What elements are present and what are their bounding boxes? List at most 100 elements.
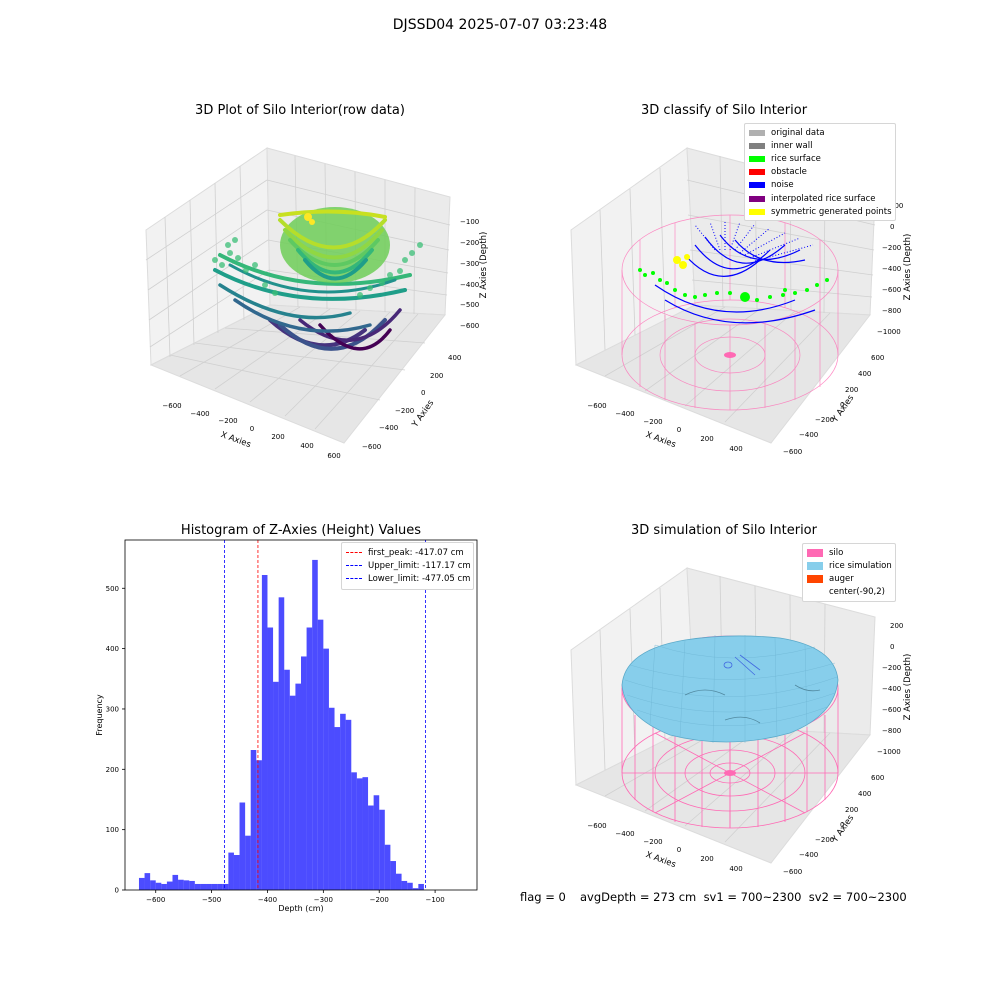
raw-ytick: 200 — [430, 372, 443, 380]
classify-ytick: −600 — [783, 448, 802, 456]
simulation-xtick: 400 — [729, 865, 742, 873]
raw-xlabel: X Axies — [219, 430, 252, 450]
histogram-bar — [166, 881, 173, 890]
simulation-ytick: −600 — [783, 868, 802, 876]
classify-xtick: 400 — [729, 445, 742, 453]
simulation-xtick: 0 — [677, 846, 681, 854]
legend-label: symmetric generated points — [771, 206, 892, 217]
histogram-xtick-label: −100 — [425, 896, 444, 904]
histogram-bar — [390, 861, 396, 890]
simulation-ztick: 200 — [890, 622, 903, 630]
simulation-ztick: −1000 — [877, 748, 901, 756]
histogram-bar — [284, 669, 290, 890]
histogram-bar — [161, 883, 167, 890]
legend-item: inner wall — [745, 139, 895, 152]
histogram-bar — [178, 879, 184, 890]
simulation-3d-plot: −600 −400 −200 0 200 400 X Axies 600 400… — [570, 567, 913, 876]
legend-item: center(-90,2) — [803, 586, 895, 599]
raw-zlabel: Z Axies (Depth) — [479, 232, 489, 299]
classify-xtick: −600 — [587, 402, 606, 410]
legend-label: inner wall — [771, 140, 813, 151]
legend-swatch — [749, 129, 765, 136]
histogram-xtick-label: −600 — [146, 896, 165, 904]
simulation-xtick: −600 — [587, 822, 606, 830]
legend-item: Lower_limit: -477.05 cm — [342, 572, 473, 585]
legend-item: silo — [803, 546, 895, 559]
histogram-ytick-label: 500 — [106, 585, 119, 593]
simulation-ztick: 0 — [890, 643, 894, 651]
histogram-xtick-label: −500 — [202, 896, 221, 904]
legend-line — [346, 565, 362, 567]
histogram-ytick-label: 100 — [106, 826, 119, 834]
histogram-bar — [200, 883, 207, 890]
histogram-ylabel: Frequency — [95, 694, 104, 736]
classify-ztick: −800 — [882, 307, 901, 315]
classify-zlabel: Z Axies (Depth) — [903, 234, 913, 301]
classify-ytick: −400 — [799, 431, 818, 439]
classify-ytick: 200 — [845, 386, 858, 394]
classify-ztick: −200 — [882, 244, 901, 252]
raw-plot-title: 3D Plot of Silo Interior(row data) — [195, 103, 405, 118]
histogram-bar — [312, 559, 318, 890]
histogram-bar — [217, 883, 223, 890]
raw-ytick: −400 — [379, 424, 398, 432]
simulation-zlabel: Z Axies (Depth) — [903, 654, 913, 721]
figure-title: DJSSD04 2025-07-07 03:23:48 — [392, 17, 608, 33]
histogram-bar — [194, 883, 201, 890]
legend-line — [346, 552, 362, 554]
simulation-ytick: −200 — [815, 836, 834, 844]
legend-item: symmetric generated points — [745, 205, 895, 218]
histogram-chart: −600 −500 −400 −300 −200 −100 0 100 200 300 400 50… — [95, 539, 478, 913]
legend-swatch — [749, 142, 765, 149]
raw-xtick: 200 — [271, 433, 284, 441]
legend-label: auger — [829, 573, 854, 584]
histogram-bar — [256, 760, 262, 890]
histogram-bar — [183, 880, 190, 890]
simulation-plot-title: 3D simulation of Silo Interior — [631, 523, 817, 538]
legend-label: Lower_limit: -477.05 cm — [368, 573, 471, 584]
classify-ztick: −600 — [882, 286, 901, 294]
classify-3d-plot: −600 −400 −200 0 200 400 X Axies 600 400… — [570, 147, 913, 456]
simulation-ytick: 200 — [845, 806, 858, 814]
simulation-ytick: 0 — [840, 821, 844, 829]
simulation-ylabel: Y Axies — [830, 813, 857, 845]
histogram-bar — [144, 873, 151, 890]
raw-xtick: −400 — [190, 410, 209, 418]
legend-item: noise — [745, 179, 895, 192]
classify-ytick: 600 — [871, 354, 884, 362]
histogram-bar — [295, 683, 301, 890]
legend-swatch — [749, 182, 765, 189]
classify-ylabel: Y Axies — [830, 393, 857, 425]
histogram-bar — [278, 597, 285, 890]
histogram-bar — [340, 713, 346, 890]
legend-swatch — [807, 548, 823, 557]
legend-label: first_peak: -417.07 cm — [368, 547, 464, 558]
raw-ztick: −500 — [460, 301, 479, 309]
raw-xtick: 0 — [250, 425, 254, 433]
histogram-bar — [373, 795, 380, 890]
legend-label: original data — [771, 127, 825, 138]
raw-3d-plot: −600 −400 −200 0 200 400 600 X Axies 400… — [145, 147, 489, 460]
histogram-bar — [328, 707, 335, 890]
legend-item: first_peak: -417.07 cm — [342, 546, 473, 559]
histogram-bar — [250, 750, 257, 890]
histogram-bar — [368, 805, 374, 890]
simulation-ztick: −800 — [882, 727, 901, 735]
legend-label: Upper_limit: -117.17 cm — [368, 560, 471, 571]
raw-ztick: −300 — [460, 260, 479, 268]
legend-label: noise — [771, 180, 794, 191]
legend-item: rice surface — [745, 152, 895, 165]
simulation-ytick: 400 — [858, 790, 871, 798]
histogram-bar — [323, 648, 329, 890]
histogram-ytick-label: 400 — [106, 645, 119, 653]
legend-line — [346, 578, 362, 580]
histogram-bar — [356, 778, 363, 890]
histogram-bar — [351, 772, 357, 890]
histogram-bar — [418, 883, 424, 890]
histogram-frame — [124, 539, 478, 891]
legend-label: obstacle — [771, 167, 807, 178]
histogram-bar — [239, 802, 246, 890]
legend-label: center(-90,2) — [829, 587, 885, 598]
raw-ytick: −200 — [395, 407, 414, 415]
simulation-legend: silo rice simulation auger center(-90,2) — [802, 543, 896, 602]
